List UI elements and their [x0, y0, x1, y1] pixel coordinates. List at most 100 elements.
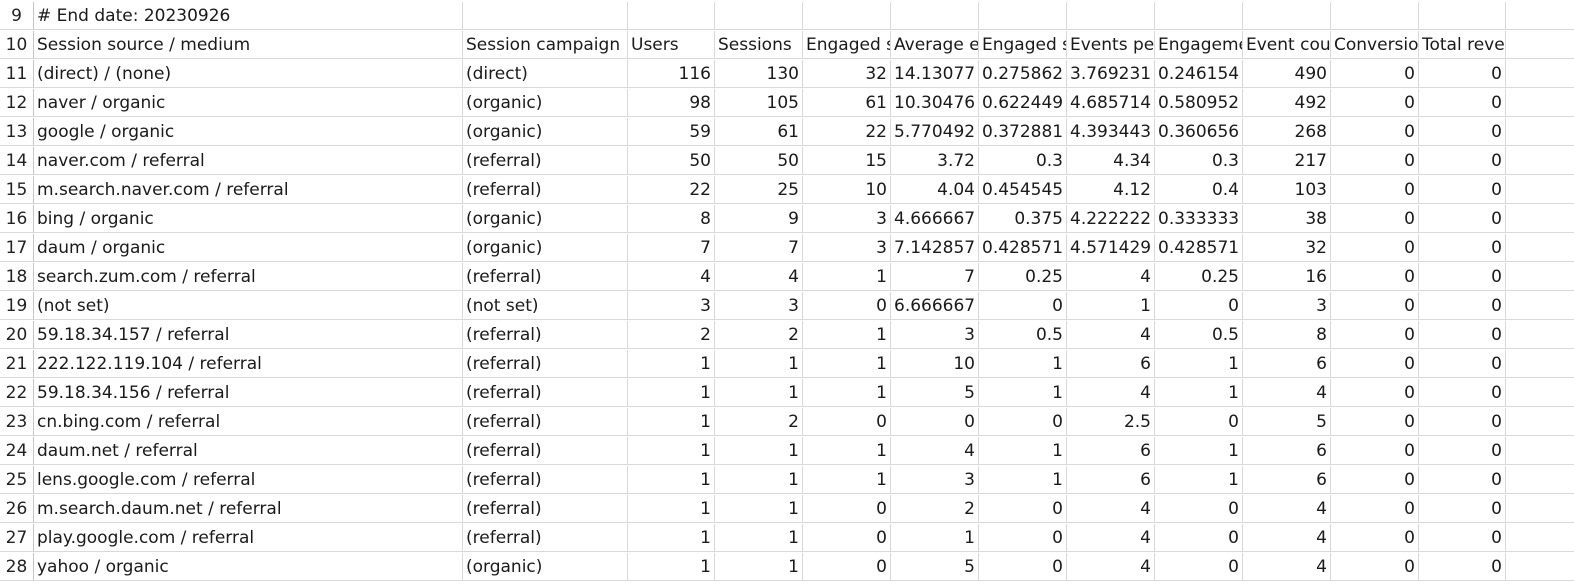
cell[interactable]: 4 [1243, 524, 1331, 552]
cell[interactable]: 0.3 [979, 147, 1067, 175]
cell[interactable]: 61 [715, 118, 803, 146]
cell[interactable]: 130 [715, 60, 803, 88]
cell[interactable] [1506, 234, 1574, 262]
cell[interactable]: Engaged s [979, 31, 1067, 59]
cell[interactable]: 116 [628, 60, 715, 88]
cell[interactable] [1506, 292, 1574, 320]
cell[interactable]: (referral) [463, 147, 628, 175]
cell[interactable]: 1 [628, 553, 715, 581]
cell[interactable]: 0 [1419, 379, 1506, 407]
cell[interactable]: 50 [715, 147, 803, 175]
cell[interactable]: 4 [1067, 524, 1155, 552]
cell[interactable]: 1 [1067, 292, 1155, 320]
cell[interactable]: 0.454545 [979, 176, 1067, 204]
cell[interactable]: 5 [1243, 408, 1331, 436]
cell[interactable]: 7 [715, 234, 803, 262]
cell[interactable]: daum.net / referral [34, 437, 463, 465]
cell[interactable]: 0 [1419, 553, 1506, 581]
cell[interactable]: 61 [803, 89, 891, 117]
cell[interactable]: 0 [1331, 205, 1419, 233]
cell[interactable]: 1 [979, 466, 1067, 494]
cell[interactable]: 6 [1243, 350, 1331, 378]
cell[interactable]: 1 [628, 408, 715, 436]
cell[interactable]: Conversior [1331, 31, 1419, 59]
cell[interactable]: 0.3 [1155, 147, 1243, 175]
cell[interactable]: 4 [1243, 553, 1331, 581]
cell[interactable] [1506, 147, 1574, 175]
cell[interactable]: 6 [1243, 437, 1331, 465]
cell[interactable]: 0 [803, 292, 891, 320]
cell[interactable]: 0.372881 [979, 118, 1067, 146]
cell[interactable]: 103 [1243, 176, 1331, 204]
cell[interactable]: 0 [1331, 234, 1419, 262]
cell[interactable] [891, 2, 979, 30]
cell[interactable]: (referral) [463, 321, 628, 349]
cell[interactable]: 1 [979, 437, 1067, 465]
cell[interactable]: 4 [1067, 495, 1155, 523]
cell[interactable]: 0 [1419, 437, 1506, 465]
cell[interactable]: 1 [1155, 350, 1243, 378]
cell[interactable]: 2 [628, 321, 715, 349]
cell[interactable]: 0 [1331, 408, 1419, 436]
cell[interactable]: 6.666667 [891, 292, 979, 320]
cell[interactable]: (organic) [463, 234, 628, 262]
cell[interactable] [1506, 350, 1574, 378]
cell[interactable]: 8 [1243, 321, 1331, 349]
cell[interactable]: 1 [1155, 466, 1243, 494]
row-header[interactable]: 18 [0, 263, 34, 291]
cell[interactable]: 0 [1331, 176, 1419, 204]
cell[interactable]: (referral) [463, 437, 628, 465]
cell[interactable]: 1 [1155, 379, 1243, 407]
cell[interactable]: 0 [803, 553, 891, 581]
cell[interactable]: 0 [1419, 118, 1506, 146]
row-header[interactable]: 26 [0, 495, 34, 523]
cell[interactable]: 1 [715, 495, 803, 523]
cell[interactable] [1506, 60, 1574, 88]
cell[interactable]: 2.5 [1067, 408, 1155, 436]
cell[interactable]: 0.375 [979, 205, 1067, 233]
cell[interactable]: 1 [803, 437, 891, 465]
cell[interactable]: 3 [891, 466, 979, 494]
cell[interactable]: 4 [1067, 553, 1155, 581]
cell[interactable]: 0 [1419, 292, 1506, 320]
cell[interactable]: naver.com / referral [34, 147, 463, 175]
cell[interactable]: 32 [803, 60, 891, 88]
cell[interactable]: 0 [803, 524, 891, 552]
cell[interactable]: 7 [628, 234, 715, 262]
cell[interactable]: Session campaign [463, 31, 628, 59]
cell[interactable]: 38 [1243, 205, 1331, 233]
cell[interactable]: 0 [1419, 524, 1506, 552]
cell[interactable] [463, 2, 628, 30]
cell[interactable]: 2 [715, 321, 803, 349]
cell[interactable] [1506, 495, 1574, 523]
cell[interactable]: 0 [1331, 553, 1419, 581]
cell[interactable]: 59 [628, 118, 715, 146]
cell[interactable] [1506, 437, 1574, 465]
cell[interactable]: Engageme [1155, 31, 1243, 59]
cell[interactable]: (referral) [463, 466, 628, 494]
cell[interactable]: 0 [1419, 234, 1506, 262]
cell[interactable]: 0 [1155, 292, 1243, 320]
cell[interactable] [1506, 379, 1574, 407]
cell[interactable]: 0 [979, 524, 1067, 552]
cell[interactable]: daum / organic [34, 234, 463, 262]
cell[interactable]: 0 [1419, 495, 1506, 523]
cell[interactable]: 0.5 [979, 321, 1067, 349]
cell[interactable]: 0.360656 [1155, 118, 1243, 146]
cell[interactable]: 4.12 [1067, 176, 1155, 204]
cell[interactable]: 1 [628, 379, 715, 407]
row-header[interactable]: 25 [0, 466, 34, 494]
cell[interactable]: 0 [1331, 118, 1419, 146]
cell[interactable] [1506, 408, 1574, 436]
cell[interactable]: 0.275862 [979, 60, 1067, 88]
cell[interactable]: Event cour [1243, 31, 1331, 59]
cell[interactable]: 0 [803, 495, 891, 523]
cell[interactable]: 0 [1331, 147, 1419, 175]
cell[interactable] [1067, 2, 1155, 30]
cell[interactable]: 1 [628, 437, 715, 465]
cell[interactable]: 0 [1331, 350, 1419, 378]
cell[interactable]: 59.18.34.157 / referral [34, 321, 463, 349]
cell[interactable] [1506, 321, 1574, 349]
cell[interactable]: 4.685714 [1067, 89, 1155, 117]
cell[interactable]: (referral) [463, 263, 628, 291]
